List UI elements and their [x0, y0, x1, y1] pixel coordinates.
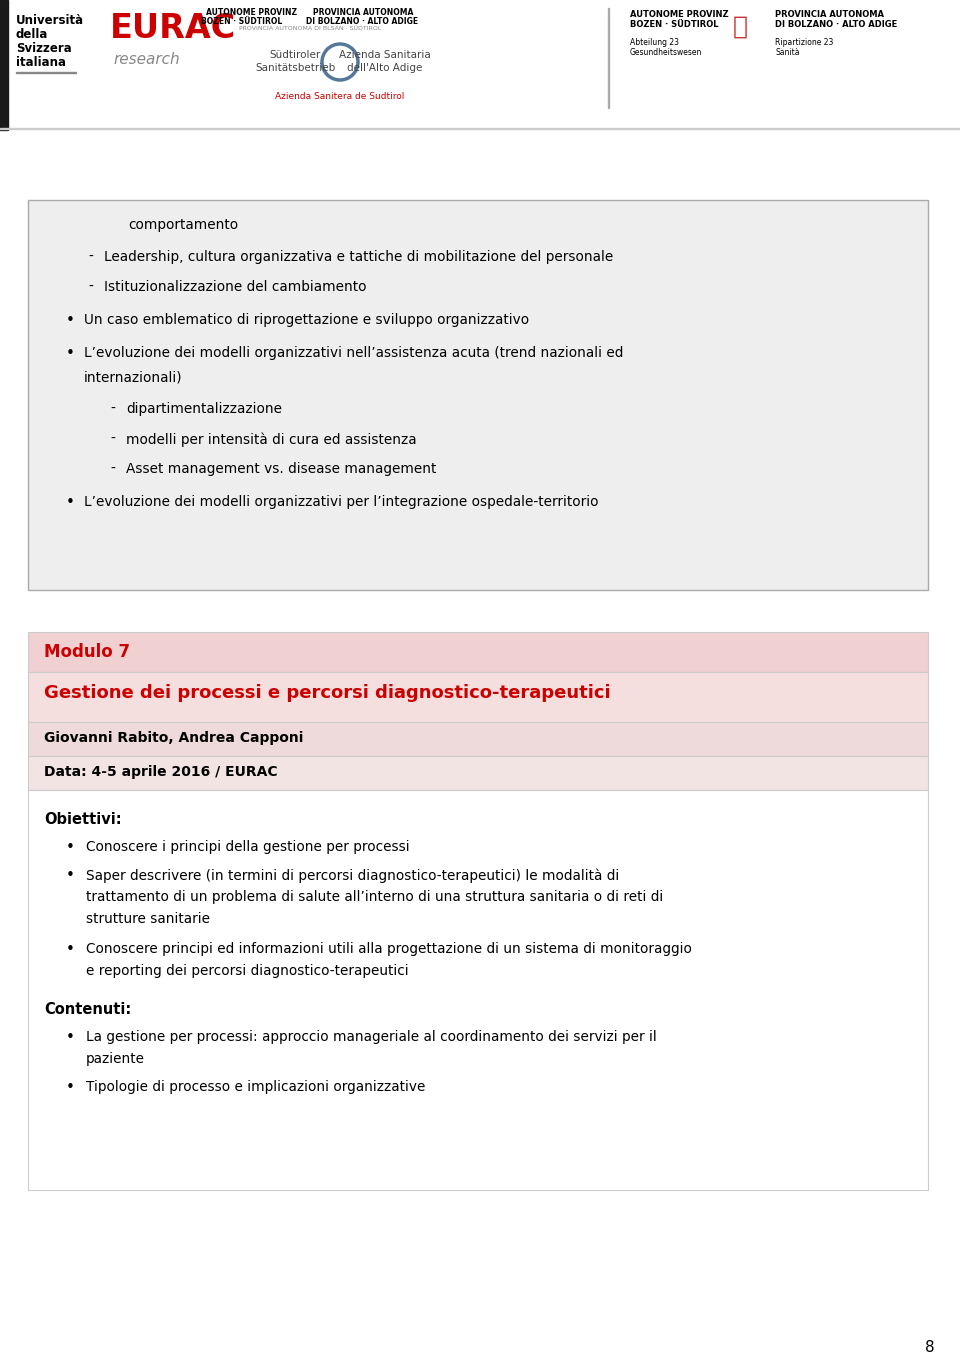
- Bar: [0, 0, 8, 130]
- Text: L’evoluzione dei modelli organizzativi nell’assistenza acuta (trend nazionali ed: L’evoluzione dei modelli organizzativi n…: [84, 347, 623, 360]
- Text: •: •: [66, 347, 75, 362]
- Text: Istituzionalizzazione del cambiamento: Istituzionalizzazione del cambiamento: [104, 279, 367, 295]
- Text: Gesundheitswesen: Gesundheitswesen: [630, 48, 703, 58]
- Text: L’evoluzione dei modelli organizzativi per l’integrazione ospedale-territorio: L’evoluzione dei modelli organizzativi p…: [84, 495, 598, 510]
- Text: •: •: [66, 869, 75, 884]
- Text: PROVINCIA AUTONOMA DI BLSAN · SÜDTIROL: PROVINCIA AUTONOMA DI BLSAN · SÜDTIROL: [239, 26, 381, 32]
- Text: Saper descrivere (in termini di percorsi diagnostico-terapeutici) le modalità di: Saper descrivere (in termini di percorsi…: [86, 869, 619, 882]
- Text: •: •: [66, 840, 75, 855]
- Text: Leadership, cultura organizzativa e tattiche di mobilitazione del personale: Leadership, cultura organizzativa e tatt…: [104, 249, 613, 264]
- Bar: [608, 8, 609, 108]
- Text: Un caso emblematico di riprogettazione e sviluppo organizzativo: Un caso emblematico di riprogettazione e…: [84, 312, 529, 327]
- Text: Azienda Sanitaria: Azienda Sanitaria: [339, 49, 431, 60]
- Text: research: research: [113, 52, 180, 67]
- Text: Ripartizione 23: Ripartizione 23: [775, 38, 833, 47]
- Text: BOZEN · SÜDTIROL: BOZEN · SÜDTIROL: [630, 21, 718, 29]
- Text: -: -: [88, 279, 93, 295]
- Text: Modulo 7: Modulo 7: [44, 643, 131, 660]
- Text: Obiettivi:: Obiettivi:: [44, 812, 122, 827]
- Bar: [28, 790, 928, 1191]
- Text: Svizzera: Svizzera: [16, 42, 72, 55]
- Text: modelli per intensità di cura ed assistenza: modelli per intensità di cura ed assiste…: [126, 432, 417, 447]
- Text: 🦅: 🦅: [732, 15, 748, 38]
- Text: La gestione per processi: approccio manageriale al coordinamento dei servizi per: La gestione per processi: approccio mana…: [86, 1030, 657, 1044]
- Text: •: •: [66, 1030, 75, 1045]
- Text: Azienda Sanitera de Sudtirol: Azienda Sanitera de Sudtirol: [276, 92, 405, 101]
- Text: BOZEN · SÜDTIROL         DI BOLZANO · ALTO ADIGE: BOZEN · SÜDTIROL DI BOLZANO · ALTO ADIGE: [202, 16, 419, 26]
- Text: •: •: [66, 312, 75, 327]
- Text: PROVINCIA AUTONOMA: PROVINCIA AUTONOMA: [775, 10, 884, 19]
- Text: dipartimentalizzazione: dipartimentalizzazione: [126, 401, 282, 416]
- Bar: [28, 756, 928, 790]
- Text: -: -: [110, 432, 115, 447]
- Text: Università: Università: [16, 14, 84, 27]
- Text: Conoscere i principi della gestione per processi: Conoscere i principi della gestione per …: [86, 840, 410, 854]
- Text: della: della: [16, 27, 48, 41]
- Text: -: -: [110, 462, 115, 475]
- Text: Giovanni Rabito, Andrea Capponi: Giovanni Rabito, Andrea Capponi: [44, 732, 303, 745]
- Text: Asset management vs. disease management: Asset management vs. disease management: [126, 462, 437, 475]
- Text: AUTONOME PROVINZ: AUTONOME PROVINZ: [630, 10, 729, 19]
- Text: e reporting dei percorsi diagnostico-terapeutici: e reporting dei percorsi diagnostico-ter…: [86, 964, 409, 978]
- Text: paziente: paziente: [86, 1052, 145, 1066]
- Text: dell'Alto Adige: dell'Alto Adige: [348, 63, 422, 73]
- Text: Tipologie di processo e implicazioni organizzative: Tipologie di processo e implicazioni org…: [86, 1080, 425, 1095]
- Text: Contenuti:: Contenuti:: [44, 1001, 132, 1017]
- Text: Gestione dei processi e percorsi diagnostico-terapeutici: Gestione dei processi e percorsi diagnos…: [44, 684, 611, 701]
- Text: Südtiroler: Südtiroler: [270, 49, 321, 60]
- Text: trattamento di un problema di salute all’interno di una struttura sanitaria o di: trattamento di un problema di salute all…: [86, 890, 663, 904]
- Text: comportamento: comportamento: [128, 218, 238, 232]
- Text: 8: 8: [925, 1340, 935, 1355]
- Bar: [28, 632, 928, 673]
- Bar: [28, 673, 928, 722]
- Text: Abteilung 23: Abteilung 23: [630, 38, 679, 47]
- Text: •: •: [66, 1080, 75, 1095]
- Text: Data: 4-5 aprile 2016 / EURAC: Data: 4-5 aprile 2016 / EURAC: [44, 764, 277, 780]
- Text: internazionali): internazionali): [84, 370, 182, 384]
- Text: -: -: [88, 249, 93, 264]
- Text: italiana: italiana: [16, 56, 66, 68]
- Bar: [28, 200, 928, 590]
- Text: -: -: [110, 401, 115, 416]
- Text: •: •: [66, 943, 75, 958]
- Text: Conoscere principi ed informazioni utili alla progettazione di un sistema di mon: Conoscere principi ed informazioni utili…: [86, 943, 692, 956]
- Text: Sanità: Sanità: [775, 48, 800, 58]
- Text: strutture sanitarie: strutture sanitarie: [86, 912, 210, 926]
- Text: •: •: [66, 495, 75, 510]
- Bar: [0, 0, 960, 130]
- Text: DI BOLZANO · ALTO ADIGE: DI BOLZANO · ALTO ADIGE: [775, 21, 898, 29]
- Text: Sanitätsbetrieb: Sanitätsbetrieb: [254, 63, 335, 73]
- Bar: [28, 722, 928, 756]
- Text: AUTONOME PROVINZ      PROVINCIA AUTONOMA: AUTONOME PROVINZ PROVINCIA AUTONOMA: [206, 8, 414, 16]
- Text: EURAC: EURAC: [110, 12, 236, 45]
